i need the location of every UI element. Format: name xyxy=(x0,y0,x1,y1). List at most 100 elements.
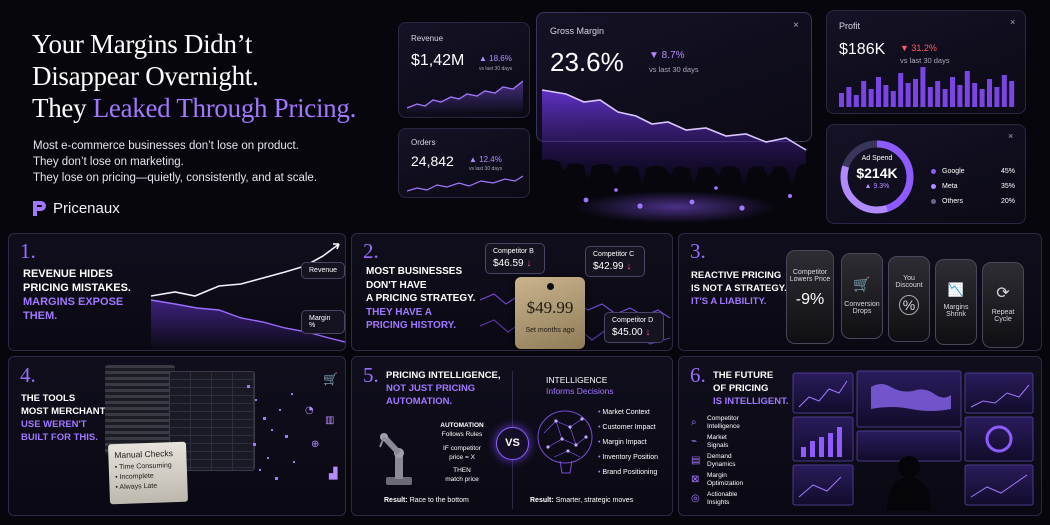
automation-rule-3: THEN xyxy=(453,467,471,474)
intro-line-3: They lose on pricing—quietly, consistent… xyxy=(33,172,318,184)
panel-4-text: The tools most merchants use weren't bui… xyxy=(21,392,112,444)
legend-name: Others xyxy=(942,198,964,205)
factor-item: • Brand Positioning xyxy=(598,465,658,480)
factor-label: Market Context xyxy=(602,409,650,416)
competitor-c-label: Competitor C xyxy=(593,251,635,258)
revenue-card: Revenue $1,42M ▲ 18.6% vs last 30 days xyxy=(398,22,530,118)
headline-line-1: Your Margins Didn’t xyxy=(32,29,253,59)
revenue-vs-margin-chart xyxy=(150,243,345,350)
factor-label: Customer Impact xyxy=(602,424,656,431)
panel-1-accent-2: them. xyxy=(23,310,58,322)
panel-6-line-2: of pricing xyxy=(713,383,769,394)
competitor-b-price: $46.59 xyxy=(493,258,524,269)
bullet-icon: • xyxy=(598,424,603,431)
pricenaux-logo-icon xyxy=(32,200,47,217)
factor-item: • Margin Impact xyxy=(598,435,658,450)
profit-value: $186K xyxy=(839,41,886,58)
result-left-label: Result: xyxy=(384,497,408,504)
gross-margin-change: ▼ 8.7% xyxy=(649,50,685,61)
ad-spend-change: ▲ 9.3% xyxy=(864,183,890,190)
ad-spend-close-icon[interactable]: × xyxy=(1008,131,1014,141)
profit-change: ▼ 31.2% xyxy=(900,43,937,53)
future-item-l2: Intelligence xyxy=(707,422,740,430)
phone-competitor-lowers-price: Competitor Lowers Price -9% xyxy=(786,250,834,344)
price-tag-hole-icon xyxy=(546,283,554,290)
panel-3-number: 3. xyxy=(690,239,706,263)
bullet-icon: • xyxy=(598,469,603,476)
ad-spend-label: Ad Spend xyxy=(861,155,893,162)
svg-text:◔: ◔ xyxy=(305,405,314,416)
future-item-l1: Actionable xyxy=(707,491,738,498)
automation-rule-4: match price xyxy=(445,476,479,483)
percent-icon: % xyxy=(899,295,919,315)
legend-pct: 35% xyxy=(1000,183,1015,190)
future-item-label: Demand Dynamics xyxy=(707,453,736,468)
legend-name: Google xyxy=(942,168,965,175)
legend-dot xyxy=(931,184,936,189)
profit-bar xyxy=(913,79,918,107)
panel-6: 6. The future of pricing is intelligent.… xyxy=(678,356,1042,516)
panel-3-text: Reactive pricing is not a strategy. It's… xyxy=(691,269,787,308)
brand-name: Pricenaux xyxy=(53,200,120,217)
future-item-label: Market Signals xyxy=(707,434,728,449)
future-item: ◎ Actionable Insights xyxy=(691,489,743,508)
orders-label: Orders xyxy=(411,138,436,147)
orders-value: 24,842 xyxy=(411,153,454,169)
panel-5-accent-2: automation. xyxy=(386,396,453,407)
phone-title: Margins Shrink xyxy=(943,304,969,318)
ad-spend-row-google: Google 45% xyxy=(931,168,1015,175)
profit-bar xyxy=(942,89,948,107)
phone-title: Conversion Drops xyxy=(844,301,880,315)
gross-margin-label: Gross Margin xyxy=(550,26,605,36)
future-items: ⌕ Competitor Intelligence ⌁ Market Signals ▤… xyxy=(691,413,743,508)
bullet-icon: • xyxy=(598,439,603,446)
panel-2-text: Most businesses don't have a pricing str… xyxy=(366,265,475,333)
orders-card: Orders 24,842 ▲ 12.4% vs last 30 days xyxy=(398,128,530,198)
headline-line-3-prefix: They xyxy=(32,93,93,123)
factors-list: • Market Context • Customer Impact • Mar… xyxy=(598,405,658,480)
bullet-icon: • xyxy=(598,409,603,416)
factor-item: • Inventory Position xyxy=(598,450,658,465)
chart-down-icon: 📉 xyxy=(947,282,965,297)
revenue-label: Revenue xyxy=(411,34,444,43)
headline: Your Margins Didn’t Disappear Overnight.… xyxy=(32,28,356,124)
competitor-d-price-row: $45.00 ↓ xyxy=(612,327,656,338)
manual-checks-card: Manual Checks • Time Consuming • Incompl… xyxy=(107,441,189,505)
data-stream-graphic: 🛒 ◔ ▥ ⊕ ▟ xyxy=(247,372,338,480)
automation-rule-1: IF competitor xyxy=(443,445,481,452)
result-left: Result: Race to the bottom xyxy=(384,497,469,504)
panel-5-number: 5. xyxy=(363,363,379,387)
profit-bar xyxy=(1009,81,1015,107)
competitor-b-card: Competitor B $46.59 ↓ xyxy=(485,243,545,274)
gross-margin-close-icon[interactable]: × xyxy=(793,20,799,31)
actionable-insights-icon: ◎ xyxy=(691,492,700,504)
svg-text:▥: ▥ xyxy=(325,415,334,426)
profit-bar xyxy=(987,79,992,107)
headline-accent: Leaked Through Pricing. xyxy=(92,93,357,123)
ad-spend-row-meta: Meta 35% xyxy=(931,183,1015,190)
orders-period: vs last 30 days xyxy=(469,166,503,172)
legend-pct: 45% xyxy=(1000,168,1015,175)
cart-icon: 🛒 xyxy=(853,276,871,292)
intro-line-2: They don’t lose on marketing. xyxy=(33,156,184,168)
profit-bar xyxy=(957,85,963,107)
profit-bar xyxy=(839,93,844,107)
panel-4-accent-2: built for this. xyxy=(21,432,98,443)
future-item-l2: Optimization xyxy=(707,479,744,487)
vs-badge: VS xyxy=(496,427,529,460)
panel-6-accent-1: is intelligent. xyxy=(713,396,789,407)
future-item-l2: Dynamics xyxy=(707,460,736,468)
intro-text: Most e-commerce businesses don’t lose on… xyxy=(33,138,317,186)
result-right-label: Result: xyxy=(530,497,554,504)
competitor-c-price: $42.99 xyxy=(593,261,624,272)
profit-bar xyxy=(964,71,970,107)
future-item: ⌁ Market Signals xyxy=(691,432,743,451)
market-signals-icon: ⌁ xyxy=(691,435,698,447)
competitor-intelligence-icon: ⌕ xyxy=(691,416,697,428)
panel-2: 2. Most businesses don't have a pricing … xyxy=(351,233,673,351)
demand-dynamics-icon: ▤ xyxy=(691,454,701,466)
profit-close-icon[interactable]: × xyxy=(1010,17,1016,27)
panel-1: 1. Revenue hides pricing mistakes. Margi… xyxy=(8,233,346,351)
future-item-label: Margin Optimization xyxy=(707,472,743,487)
svg-text:🛒: 🛒 xyxy=(323,372,338,386)
